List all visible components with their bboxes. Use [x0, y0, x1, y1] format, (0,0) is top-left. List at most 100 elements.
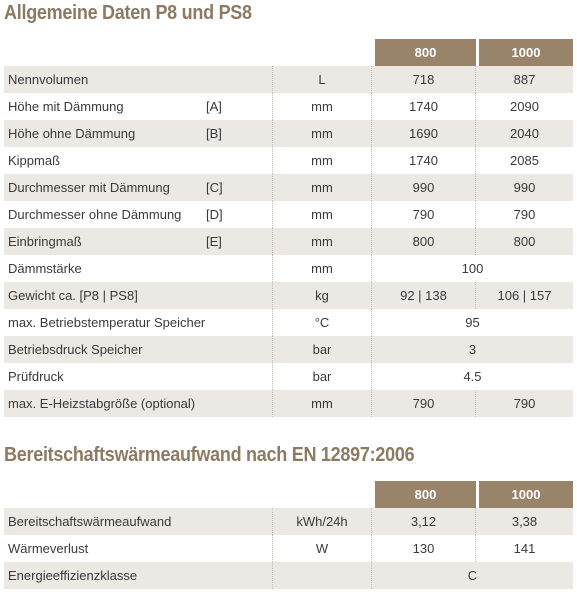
row-label-cell: Höhe mit Dämmung [A]: [4, 93, 272, 120]
row-label: Kippmaß: [8, 153, 61, 168]
table-row: max. E-Heizstabgröße (optional) mm 790 790: [4, 390, 573, 417]
table-row: Betriebsdruck Speicher bar 3: [4, 336, 573, 363]
table-row: Nennvolumen L 718 887: [4, 66, 573, 93]
general-data-table: 800 1000 Nennvolumen L 718 887 Höhe mit Dämm…: [4, 39, 573, 417]
header-800: 800: [372, 39, 476, 66]
row-unit: mm: [272, 93, 372, 120]
header-spacer: [272, 39, 372, 66]
table-row: Höhe ohne Dämmung [B] mm 1690 2040: [4, 120, 573, 147]
table-row: Höhe mit Dämmung [A] mm 1740 2090: [4, 93, 573, 120]
row-label: Energieeffizienzklasse: [8, 568, 138, 583]
row-unit: mm: [272, 201, 372, 228]
row-label: Einbringmaß: [8, 234, 82, 249]
table-row: Kippmaß mm 1740 2085: [4, 147, 573, 174]
row-label-cell: Nennvolumen: [4, 66, 272, 93]
row-label: max. Betriebstemperatur Speicher: [8, 315, 206, 330]
row-unit: kWh/24h: [272, 508, 372, 535]
header-1000: 1000: [476, 481, 573, 508]
header-spacer: [4, 481, 272, 508]
row-unit: bar: [272, 363, 372, 390]
row-label: Durchmesser ohne Dämmung: [8, 207, 182, 222]
row-unit: mm: [272, 228, 372, 255]
row-code: [D]: [206, 207, 223, 222]
table-row: Wärmeverlust W 130 141: [4, 535, 573, 562]
row-value-1000: 2085: [510, 153, 539, 168]
header-spacer: [4, 39, 272, 66]
row-label-cell: Gewicht ca. [P8 | PS8]: [4, 282, 272, 309]
table-header-row: 800 1000: [4, 481, 573, 508]
row-value-1000: 990: [476, 174, 573, 201]
row-label-cell: Einbringmaß [E]: [4, 228, 272, 255]
row-unit: mm: [272, 147, 372, 174]
row-label: Dämmstärke: [8, 261, 82, 276]
section-title-general: Allgemeine Daten P8 und PS8: [4, 2, 252, 24]
row-label-cell: max. E-Heizstabgröße (optional): [4, 390, 272, 417]
table-row: Einbringmaß [E] mm 800 800: [4, 228, 573, 255]
row-label-cell: Energieeffizienzklasse: [4, 562, 272, 589]
table-row: Durchmesser mit Dämmung [C] mm 990 990: [4, 174, 573, 201]
row-value-1000: 887: [476, 66, 573, 93]
row-value-800: 130: [372, 535, 476, 562]
row-label-cell: Höhe ohne Dämmung [B]: [4, 120, 272, 147]
table-header-row: 800 1000: [4, 39, 573, 66]
row-value-1000: 106 | 157: [476, 282, 573, 309]
row-label-cell: Wärmeverlust: [4, 535, 272, 562]
row-label-cell: Durchmesser ohne Dämmung [D]: [4, 201, 272, 228]
standby-data-table: 800 1000 Bereitschaftswärmeaufwand kWh/24…: [4, 481, 573, 589]
header-800: 800: [372, 481, 476, 508]
row-value-800: 3,12: [372, 508, 476, 535]
row-value-800: 800: [372, 228, 476, 255]
row-label: Höhe ohne Dämmung: [8, 126, 136, 141]
row-code: [A]: [206, 99, 222, 114]
row-unit: bar: [272, 336, 372, 363]
table-row: Prüfdruck bar 4.5: [4, 363, 573, 390]
row-value-800: 790: [372, 390, 476, 417]
row-code: [B]: [206, 126, 222, 141]
row-value-shared: 95: [465, 315, 480, 330]
row-unit: kg: [272, 282, 372, 309]
row-label: Prüfdruck: [8, 369, 64, 384]
row-value-1000: 2090: [510, 99, 539, 114]
row-unit: W: [272, 535, 372, 562]
row-label-cell: Betriebsdruck Speicher: [4, 336, 272, 363]
row-value-shared: 100: [461, 261, 484, 276]
table-row: max. Betriebstemperatur Speicher °C 95: [4, 309, 573, 336]
row-unit: mm: [272, 255, 372, 282]
table-row: Energieeffizienzklasse C: [4, 562, 573, 589]
row-value-800: 92 | 138: [372, 282, 476, 309]
row-value-shared: 4.5: [463, 369, 482, 384]
row-value-shared: 3: [372, 336, 573, 363]
row-label-cell: Dämmstärke: [4, 255, 272, 282]
row-unit: °C: [272, 309, 372, 336]
table-row: Dämmstärke mm 100: [4, 255, 573, 282]
table-row: Gewicht ca. [P8 | PS8] kg 92 | 138 106 | 15…: [4, 282, 573, 309]
row-label-cell: Prüfdruck: [4, 363, 272, 390]
row-value-1000: 800: [476, 228, 573, 255]
row-label-cell: Kippmaß: [4, 147, 272, 174]
row-value-800: 718: [372, 66, 476, 93]
row-label: Nennvolumen: [8, 72, 89, 87]
row-value-1000: 790: [513, 207, 536, 222]
row-unit: mm: [272, 174, 372, 201]
row-label: Gewicht ca. [P8 | PS8]: [8, 288, 138, 303]
row-label: max. E-Heizstabgröße (optional): [8, 396, 196, 411]
row-value-800: 1690: [372, 120, 476, 147]
row-label: Höhe mit Dämmung: [8, 99, 124, 114]
row-value-800: 790: [372, 201, 476, 228]
row-value-1000: 2040: [476, 120, 573, 147]
row-unit: mm: [272, 390, 372, 417]
row-value-1000: 3,38: [476, 508, 573, 535]
row-label: Wärmeverlust: [8, 541, 89, 556]
row-value-800: 1740: [372, 147, 476, 174]
row-label: Durchmesser mit Dämmung: [8, 180, 170, 195]
table-row: Bereitschaftswärmeaufwand kWh/24h 3,12 3,38: [4, 508, 573, 535]
row-code: [E]: [206, 234, 222, 249]
row-label-cell: max. Betriebstemperatur Speicher: [4, 309, 272, 336]
row-value-shared: C: [372, 562, 573, 589]
row-value-1000: 141: [513, 541, 536, 556]
table-row: Durchmesser ohne Dämmung [D] mm 790 790: [4, 201, 573, 228]
row-unit: mm: [272, 120, 372, 147]
header-1000: 1000: [476, 39, 573, 66]
section-title-standby: Bereitschaftswärmeaufwand nach EN 12897:…: [4, 444, 415, 466]
row-code: [C]: [206, 180, 223, 195]
